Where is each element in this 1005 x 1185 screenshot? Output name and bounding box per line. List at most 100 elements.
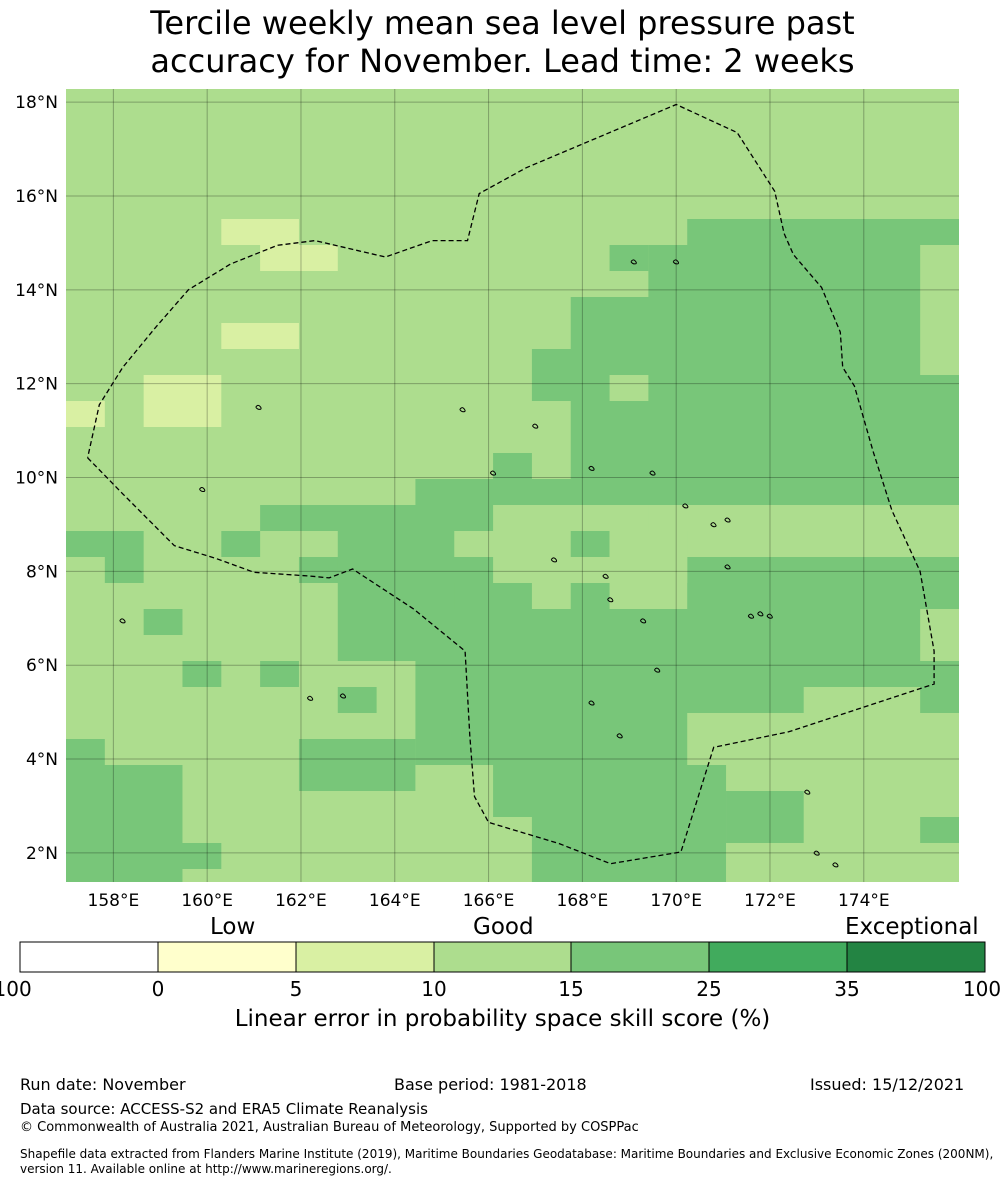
lon-tick-label: 158°E [88, 891, 140, 911]
issued-date: Issued: 15/12/2021 [810, 1075, 965, 1094]
skill-cell [221, 531, 261, 557]
skill-cell [298, 739, 416, 791]
skill-cell [66, 765, 183, 882]
skill-cell [531, 349, 959, 375]
base-period: Base period: 1981-2018 [394, 1075, 587, 1094]
island-outline [813, 850, 820, 856]
colorbar-tick: -100 [0, 977, 32, 1001]
data-source: Data source: ACCESS-S2 and ERA5 Climate … [20, 1100, 428, 1118]
skill-cell [182, 661, 222, 687]
skill-cell [570, 505, 649, 531]
lon-tick-label: 160°E [181, 891, 233, 911]
lat-tick-label: 2°N [26, 844, 58, 864]
island-outline [59, 668, 64, 672]
colorbar-tick: 25 [696, 977, 722, 1001]
skill-cell [104, 557, 144, 583]
island-outline [724, 517, 731, 523]
island-outline [602, 573, 609, 579]
lon-tick-label: 174°E [838, 891, 890, 911]
island-outline [199, 486, 206, 493]
skill-cell [337, 609, 921, 661]
skill-cell [531, 583, 571, 609]
copyright: © Commonwealth of Australia 2021, Austra… [20, 1120, 639, 1135]
skill-cell [221, 219, 299, 245]
skill-cell [182, 843, 222, 869]
lat-tick-label: 12°N [15, 375, 58, 395]
skill-cell [260, 661, 299, 687]
colorbar-tick: 100 [962, 977, 1002, 1001]
lat-tick-label: 10°N [15, 469, 58, 489]
skill-cell [143, 375, 222, 427]
skill-cell [648, 375, 959, 401]
colorbar-tick: 5 [289, 977, 303, 1001]
lat-tick-label: 16°N [15, 187, 58, 207]
category-low: Low [210, 914, 256, 940]
island-outlines [59, 259, 839, 868]
island-outline [119, 618, 126, 624]
skill-cell [415, 583, 455, 609]
lat-tick-label: 6°N [26, 656, 58, 676]
skill-cell [726, 843, 804, 882]
island-outline [649, 470, 656, 476]
island-outline [306, 695, 314, 701]
island-outline [639, 618, 647, 624]
skill-cell [687, 219, 959, 245]
skill-cell [221, 323, 299, 349]
skill-cell [66, 739, 105, 765]
category-exceptional: Exceptional [845, 914, 979, 940]
island-outline [747, 613, 755, 619]
island-outline [588, 465, 595, 471]
colorbar-tick: 35 [834, 977, 860, 1001]
shapefile-credit: Shapefile data extracted from Flanders M… [20, 1147, 994, 1176]
title-line-1: Tercile weekly mean sea level pressure p… [150, 4, 855, 42]
island-outline [255, 404, 262, 410]
run-date: Run date: November [20, 1075, 186, 1094]
category-good: Good [473, 914, 534, 940]
skill-cell [726, 791, 804, 843]
colorbar-bin [157, 941, 297, 973]
colorbar-outline [19, 941, 986, 973]
skill-cell [803, 687, 921, 713]
eez-boundary [86, 103, 935, 865]
longitude-labels: 158°E 160°E 162°E 164°E 166°E 168°E 170°E 172°E… [88, 891, 890, 911]
skill-cell [570, 297, 959, 349]
eez-dashed-line [86, 103, 935, 865]
lat-tick-label: 18°N [15, 93, 58, 113]
colorbar-title: Linear error in probability space skill … [234, 1006, 771, 1032]
skill-cell [337, 687, 377, 713]
island-outline [710, 522, 717, 528]
skill-cell [648, 557, 688, 583]
skill-cell [66, 531, 144, 557]
lon-tick-label: 162°E [275, 891, 327, 911]
skill-cell [920, 245, 959, 375]
lon-tick-label: 170°E [650, 891, 702, 911]
island-outline [766, 613, 773, 619]
colorbar-tick: 10 [421, 977, 447, 1001]
skill-cell [570, 401, 959, 453]
island-outline [832, 862, 839, 868]
lon-tick-label: 164°E [369, 891, 421, 911]
skill-cell [920, 817, 959, 843]
colorbar-tick: 0 [151, 977, 165, 1001]
island-outline [804, 789, 811, 795]
lat-tick-label: 4°N [26, 750, 58, 770]
colorbar-bin [570, 941, 710, 973]
skill-cells [66, 89, 959, 882]
skill-cell [531, 817, 727, 882]
colorbar-bin [433, 941, 572, 973]
skill-cell [493, 479, 532, 505]
island-outline [550, 557, 558, 563]
skill-cell [298, 713, 338, 739]
skill-cell [648, 245, 959, 297]
island-outline [489, 470, 497, 476]
colorbar-bin [846, 941, 986, 973]
island-outline [757, 611, 764, 617]
skill-cell [66, 401, 105, 427]
colorbar-bin [295, 941, 435, 973]
skill-cell [454, 531, 571, 557]
chart-title: Tercile weekly mean sea level pressure p… [0, 4, 1005, 80]
skill-cell [415, 765, 455, 791]
lon-tick-label: 166°E [463, 891, 515, 911]
skill-cell [260, 505, 494, 531]
